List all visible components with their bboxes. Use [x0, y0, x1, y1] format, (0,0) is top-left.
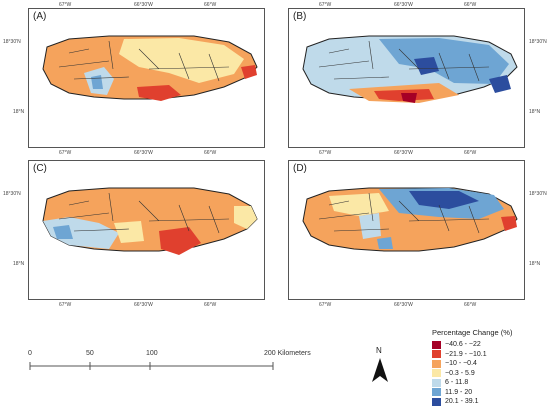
lon-label: 66°W	[204, 150, 217, 156]
map-panel-b: (B) 18°30'N 18°N 67°W 66°30'W 66°W 67°W …	[288, 2, 547, 156]
scale-bar-line	[29, 362, 274, 370]
legend-item: 11.9 - 20	[432, 388, 544, 398]
lon-label: 66°30'W	[134, 2, 153, 8]
legend-label: −21.9 - −10.1	[445, 350, 487, 358]
lon-label: 66°W	[464, 2, 477, 8]
lon-label: 66°30'W	[134, 302, 153, 308]
lon-label: 66°W	[464, 302, 477, 308]
panel-label: (C)	[33, 163, 47, 174]
legend-item: −10 - −0.4	[432, 359, 544, 369]
legend-label: −40.6 - −22	[445, 341, 481, 349]
legend-swatch	[432, 350, 441, 359]
legend-item: −0.3 - 5.9	[432, 369, 544, 379]
lon-label: 66°W	[204, 2, 217, 8]
lon-label: 67°W	[319, 2, 332, 8]
scale-label: 200 Kilometers	[264, 350, 311, 357]
legend-swatch	[432, 340, 441, 349]
lon-label: 66°30'W	[394, 302, 413, 308]
lat-label: 18°30'N	[529, 39, 547, 45]
scale-label: 50	[86, 350, 94, 357]
lon-label: 67°W	[59, 2, 72, 8]
lat-label: 18°30'N	[3, 39, 21, 45]
lon-label: 67°W	[59, 150, 72, 156]
map-panel-c: (C) 18°30'N 18°N 67°W 66°30'W 66°W	[3, 160, 265, 308]
legend-label: 11.9 - 20	[445, 388, 473, 396]
lat-label: 18°30'N	[3, 191, 21, 197]
precip-change-map	[302, 35, 518, 103]
panel-label: (D)	[293, 163, 307, 174]
lon-label: 67°W	[319, 150, 332, 156]
scale-label: 100	[146, 350, 158, 357]
lon-label: 67°W	[59, 302, 72, 308]
legend-swatch	[432, 359, 441, 368]
north-label: N	[376, 346, 382, 355]
precip-change-map	[42, 187, 258, 255]
legend-swatch	[432, 378, 441, 387]
lon-label: 66°30'W	[134, 150, 153, 156]
north-arrow: N	[370, 346, 390, 386]
lat-label: 18°N	[13, 261, 25, 267]
legend-item: −40.6 - −22	[432, 340, 544, 350]
lon-label: 66°30'W	[394, 150, 413, 156]
legend-label: 20.1 - 39.1	[445, 398, 479, 406]
map-panel-a: (A) 18°30'N 18°N 67°W 66°30'W 66°W 67°W …	[3, 2, 265, 156]
legend-label: −0.3 - 5.9	[445, 369, 475, 377]
legend-swatch	[432, 388, 441, 397]
lat-label: 18°30'N	[529, 191, 547, 197]
legend-swatch	[432, 369, 441, 378]
precip-change-map	[42, 35, 258, 101]
legend-label: −10 - −0.4	[445, 360, 477, 368]
lon-label: 66°W	[464, 150, 477, 156]
lon-label: 66°30'W	[394, 2, 413, 8]
legend-label: 6 - 11.8	[445, 379, 469, 387]
legend: Percentage Change (%) −40.6 - −22 −21.9 …	[432, 328, 544, 408]
legend-item: −21.9 - −10.1	[432, 350, 544, 360]
scale-label: 0	[28, 350, 32, 357]
north-arrow-icon	[372, 358, 388, 382]
legend-item: 20.1 - 39.1	[432, 397, 544, 407]
scale-bar: 0 50 100 200 Kilometers	[28, 350, 311, 380]
lat-label: 18°N	[529, 109, 541, 115]
legend-title: Percentage Change (%)	[432, 328, 513, 337]
lat-label: 18°N	[529, 261, 541, 267]
panel-label: (B)	[293, 11, 307, 22]
lat-label: 18°N	[13, 109, 25, 115]
legend-swatch	[432, 397, 441, 406]
map-panel-d: (D) 18°30'N 18°N 67°W 66°30'W 66°W	[288, 160, 547, 308]
precip-change-map	[302, 187, 518, 252]
lon-label: 67°W	[319, 302, 332, 308]
panel-label: (A)	[33, 11, 47, 22]
lon-label: 66°W	[204, 302, 217, 308]
legend-item: 6 - 11.8	[432, 378, 544, 388]
